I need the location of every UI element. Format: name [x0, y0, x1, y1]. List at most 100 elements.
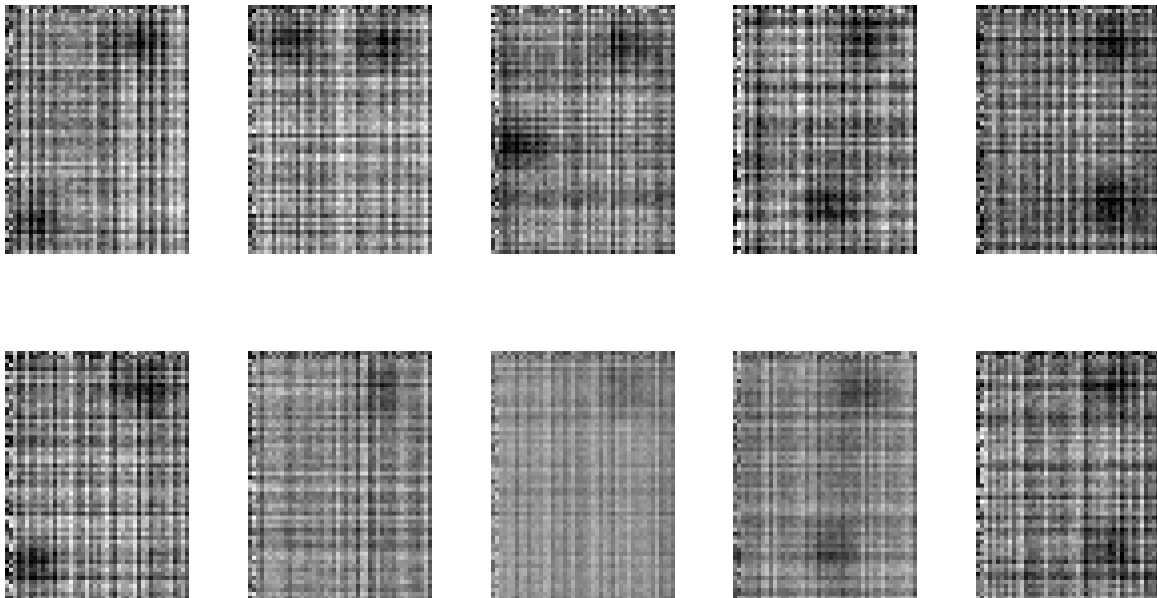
- pixel: [416, 133, 421, 138]
- pixel: [356, 33, 361, 38]
- pixel: [25, 249, 30, 254]
- pixel: [348, 9, 353, 14]
- pixel: [133, 249, 138, 254]
- pixel: [428, 141, 432, 146]
- pixel: [77, 233, 82, 239]
- pixel: [165, 105, 170, 110]
- pixel: [264, 9, 269, 14]
- pixel: [157, 181, 162, 186]
- pixel: [316, 5, 321, 10]
- pixel: [288, 57, 293, 62]
- pixel: [324, 181, 329, 186]
- pixel: [105, 109, 110, 114]
- pixel: [260, 41, 265, 46]
- pixel: [13, 117, 18, 122]
- pixel: [21, 149, 26, 154]
- pixel: [89, 81, 94, 86]
- pixel: [300, 53, 305, 58]
- pixel: [145, 153, 150, 158]
- pixel: [284, 149, 289, 154]
- pixel: [141, 45, 146, 50]
- pixel: [356, 13, 361, 18]
- pixel: [352, 149, 357, 154]
- pixel: [97, 9, 102, 14]
- pixel: [45, 197, 50, 202]
- pixel: [13, 37, 18, 42]
- pixel: [69, 33, 74, 38]
- pixel: [268, 185, 273, 190]
- pixel: [25, 217, 30, 222]
- pixel: [352, 153, 357, 158]
- pixel: [101, 169, 106, 174]
- pixel: [252, 189, 257, 194]
- pixel: [9, 77, 14, 82]
- pixel: [153, 117, 158, 122]
- pixel: [177, 197, 182, 202]
- pixel: [77, 57, 82, 62]
- pixel: [145, 145, 150, 150]
- pixel: [396, 81, 401, 86]
- pixel: [73, 25, 78, 30]
- pixel: [424, 57, 429, 62]
- pixel: [416, 65, 421, 70]
- pixel: [288, 185, 293, 190]
- pixel: [424, 145, 429, 150]
- pixel: [388, 69, 393, 74]
- pixel: [292, 5, 297, 10]
- pixel: [53, 65, 58, 70]
- pixel: [137, 45, 142, 50]
- pixel: [416, 45, 421, 50]
- pixel: [161, 205, 166, 210]
- pixel: [165, 73, 170, 78]
- pixel: [145, 189, 150, 194]
- pixel: [25, 181, 30, 186]
- pixel: [352, 53, 357, 58]
- pixel: [169, 141, 174, 146]
- pixel: [109, 177, 114, 182]
- pixel: [384, 69, 389, 74]
- pixel: [105, 69, 110, 74]
- pixel: [77, 81, 82, 86]
- pixel: [89, 57, 94, 62]
- pixel: [13, 45, 18, 50]
- pixel: [145, 105, 150, 110]
- pixel: [340, 165, 345, 170]
- pixel: [424, 85, 429, 90]
- pixel: [288, 189, 293, 194]
- pixel: [400, 181, 405, 186]
- pixel: [101, 25, 106, 30]
- pixel: [372, 145, 377, 150]
- pixel: [380, 101, 385, 106]
- pixel: [133, 149, 138, 154]
- pixel: [300, 5, 305, 10]
- pixel: [316, 85, 321, 90]
- pixel: [153, 25, 158, 30]
- pixel: [129, 57, 134, 62]
- pixel: [45, 85, 50, 90]
- pixel: [256, 117, 261, 122]
- pixel: [157, 249, 162, 254]
- pixel: [61, 157, 66, 162]
- pixel: [396, 93, 401, 98]
- pixel: [29, 149, 34, 154]
- pixel: [320, 165, 325, 170]
- pixel: [121, 85, 126, 90]
- pixel: [388, 181, 393, 186]
- pixel: [312, 85, 317, 90]
- pixel: [396, 45, 401, 50]
- pixel: [49, 213, 54, 218]
- pixel: [336, 105, 341, 110]
- pixel: [280, 141, 285, 146]
- pixel: [77, 17, 82, 22]
- pixel: [264, 173, 269, 178]
- pixel: [13, 217, 18, 222]
- pixel: [340, 189, 345, 194]
- pixel: [129, 113, 134, 118]
- pixel: [276, 137, 281, 142]
- pixel: [81, 61, 86, 66]
- pixel: [113, 61, 118, 66]
- pixel: [49, 93, 54, 98]
- pixel: [260, 121, 265, 126]
- pixel: [292, 137, 297, 142]
- pixel: [13, 229, 18, 234]
